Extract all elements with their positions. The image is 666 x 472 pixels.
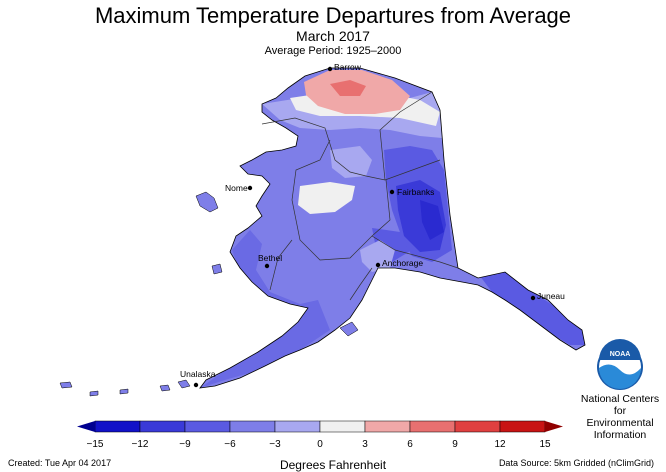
- average-period: Average Period: 1925–2000: [264, 45, 402, 57]
- legend-tick-label: −12: [131, 439, 149, 450]
- islands: [59, 191, 359, 397]
- map-subtitle: March 2017: [296, 28, 370, 44]
- legend-tick-label: 0: [317, 439, 323, 450]
- departure-field: [200, 68, 585, 388]
- legend-bin: [274, 420, 321, 433]
- legend-bin: [184, 420, 231, 433]
- legend-min-arrow: [77, 421, 95, 432]
- legend-tick-label: −15: [86, 439, 104, 450]
- data-source: Data Source: 5km Gridded (nClimGrid): [498, 458, 654, 468]
- legend-bin: [409, 420, 456, 433]
- legend-tick-label: 6: [407, 439, 413, 450]
- city-bethel: Bethel: [258, 253, 282, 263]
- noaa-org-name: National Centers for Environmental Infor…: [580, 393, 660, 441]
- legend-unit: Degrees Fahrenheit: [279, 458, 387, 472]
- city-nome: Nome: [225, 183, 248, 193]
- svg-text:NOAA: NOAA: [610, 351, 631, 358]
- legend-bin: [139, 420, 186, 433]
- division-boundaries: [261, 91, 459, 301]
- legend-tick-label: 12: [494, 439, 506, 450]
- legend-bin: [94, 420, 141, 433]
- legend-bin: [229, 420, 276, 433]
- legend-bin: [454, 420, 501, 433]
- legend-bin: [364, 420, 411, 433]
- legend-bin: [319, 420, 366, 433]
- legend-tick-label: −9: [179, 439, 191, 450]
- city-markers: Barrow Nome Fairbanks Bethel Anchorage J…: [180, 62, 565, 388]
- city-anchorage: Anchorage: [382, 258, 423, 268]
- legend-colorbar: [77, 420, 563, 433]
- city-unalaska: Unalaska: [180, 369, 216, 379]
- legend-tick-label: 3: [362, 439, 368, 450]
- legend-tick-label: −3: [269, 439, 281, 450]
- created-date: Created: Tue Apr 04 2017: [8, 458, 112, 468]
- legend-tick-label: 15: [539, 439, 551, 450]
- legend-bin: [499, 420, 546, 433]
- legend-tick-label: 9: [452, 439, 458, 450]
- city-fairbanks: Fairbanks: [397, 187, 434, 197]
- legend-max-arrow: [545, 421, 563, 432]
- map-title: Maximum Temperature Departures from Aver…: [94, 3, 572, 28]
- city-juneau: Juneau: [537, 291, 565, 301]
- city-barrow: Barrow: [334, 62, 362, 72]
- legend-tick-label: −6: [224, 439, 236, 450]
- noaa-logo: NOAA: [597, 339, 643, 390]
